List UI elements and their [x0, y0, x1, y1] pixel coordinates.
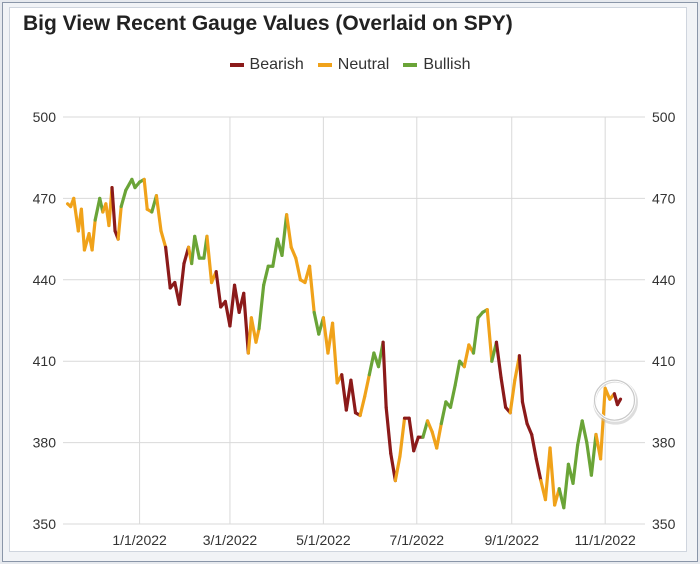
series-segment-neutral [254, 327, 261, 344]
series-segment-bearish [530, 432, 538, 461]
series-segment-neutral [485, 308, 494, 363]
y-tick-label-right: 380 [652, 435, 676, 451]
series-segment-bullish [562, 462, 571, 510]
x-tick-label: 3/1/2022 [203, 532, 258, 548]
series-segment-bearish [110, 185, 117, 233]
series-segment-bullish [580, 419, 589, 445]
series-segment-bearish [407, 416, 416, 453]
series-segment-neutral [548, 446, 557, 507]
series-segment-bearish [340, 373, 348, 412]
x-tick-label: 5/1/2022 [296, 532, 351, 548]
x-tick-label: 9/1/2022 [485, 532, 540, 548]
series-segment-neutral [159, 229, 168, 249]
series-segment-bullish [119, 188, 128, 209]
y-tick-label-right: 350 [652, 516, 676, 532]
y-tick-label-right: 410 [652, 353, 676, 369]
series-segment-neutral [79, 207, 87, 252]
y-tick-label-right: 470 [652, 190, 676, 206]
series-segment-neutral [398, 416, 407, 458]
series-segment-neutral [142, 177, 149, 211]
legend-item-neutral: Neutral [317, 56, 390, 74]
highlight-circle [593, 379, 636, 421]
series-segment-neutral [90, 218, 97, 252]
y-tick-label-left: 380 [33, 435, 57, 451]
legend-item-bearish: Bearish [229, 56, 304, 74]
y-tick-label-left: 410 [33, 353, 57, 369]
series-segment-bullish [589, 432, 598, 477]
series-segment-bullish [193, 234, 201, 260]
series-segment-bearish [164, 245, 172, 290]
legend-swatch-bearish [229, 63, 244, 67]
series-segment-bearish [525, 422, 534, 437]
series-segment-neutral [289, 245, 298, 260]
series-segment-bullish [448, 384, 457, 409]
series-segment-neutral [294, 256, 302, 282]
series-segment-bullish [271, 237, 280, 268]
series-segment-neutral [508, 378, 517, 415]
series-segment-bearish [494, 340, 503, 380]
y-tick-label-left: 350 [33, 516, 57, 532]
x-tick-label: 11/1/2022 [575, 532, 636, 548]
legend-label-bullish: Bullish [423, 56, 471, 73]
series-segment-neutral [462, 343, 471, 369]
series-segment-bearish [520, 400, 529, 426]
series-segment-bearish [232, 283, 241, 314]
series-segment-neutral [321, 316, 330, 355]
series-segment-bullish [312, 310, 321, 336]
series-segment-neutral [205, 234, 214, 285]
series-segment-bearish [615, 397, 623, 407]
series-segment-neutral [358, 394, 367, 418]
series-segment-bullish [471, 316, 480, 355]
series-segment-bearish [381, 340, 388, 409]
legend-item-bullish: Bullish [403, 56, 470, 74]
legend-swatch-bullish [403, 63, 418, 67]
series-segment-bullish [367, 351, 376, 377]
series-segment-bullish [439, 400, 448, 426]
series-segment-bullish [257, 283, 266, 331]
series-segment-bearish [214, 270, 223, 309]
legend-label-bearish: Bearish [249, 56, 304, 73]
series-segment-neutral [598, 386, 607, 461]
y-tick-label-left: 470 [33, 190, 57, 206]
series-segment-neutral [285, 213, 293, 249]
y-tick-label-right: 440 [652, 272, 676, 288]
series-segment-bearish [349, 378, 358, 415]
series-segment-bearish [228, 283, 237, 328]
legend: Bearish Neutral Bullish [0, 56, 700, 74]
series-segment-neutral [363, 373, 371, 399]
series-segment-neutral [307, 264, 316, 314]
chart-title: Big View Recent Gauge Values (Overlaid o… [23, 12, 513, 35]
series-segment-neutral [435, 422, 443, 450]
series-segment-bearish [534, 457, 543, 483]
series-segment-neutral [249, 316, 258, 344]
series-segment-bullish [571, 443, 580, 485]
series-segment-neutral [116, 204, 123, 241]
series-segment-bullish [453, 359, 462, 388]
legend-swatch-neutral [317, 63, 332, 67]
legend-label-neutral: Neutral [337, 56, 390, 73]
series-segment-neutral [603, 386, 612, 401]
x-tick-label: 1/1/2022 [112, 532, 167, 548]
y-tick-label-left: 500 [33, 109, 57, 125]
series-segment-bullish [262, 264, 270, 287]
series-segment-bullish [280, 213, 289, 257]
series-segment-bullish [421, 419, 430, 439]
series-segment-bearish [499, 375, 508, 409]
series-segment-bearish [242, 291, 250, 355]
x-tick-label: 7/1/2022 [390, 532, 445, 548]
series-segment-bearish [177, 261, 186, 306]
series-segment-bearish [384, 405, 393, 456]
series-segment-bearish [412, 435, 420, 453]
series-segment-neutral [425, 419, 434, 434]
series-segment-bearish [517, 354, 525, 404]
series-segment-neutral [393, 454, 402, 483]
y-tick-label-left: 440 [33, 272, 57, 288]
series-segment-neutral [154, 194, 163, 233]
y-tick-label-right: 500 [652, 109, 676, 125]
series-segment-neutral [330, 321, 339, 385]
